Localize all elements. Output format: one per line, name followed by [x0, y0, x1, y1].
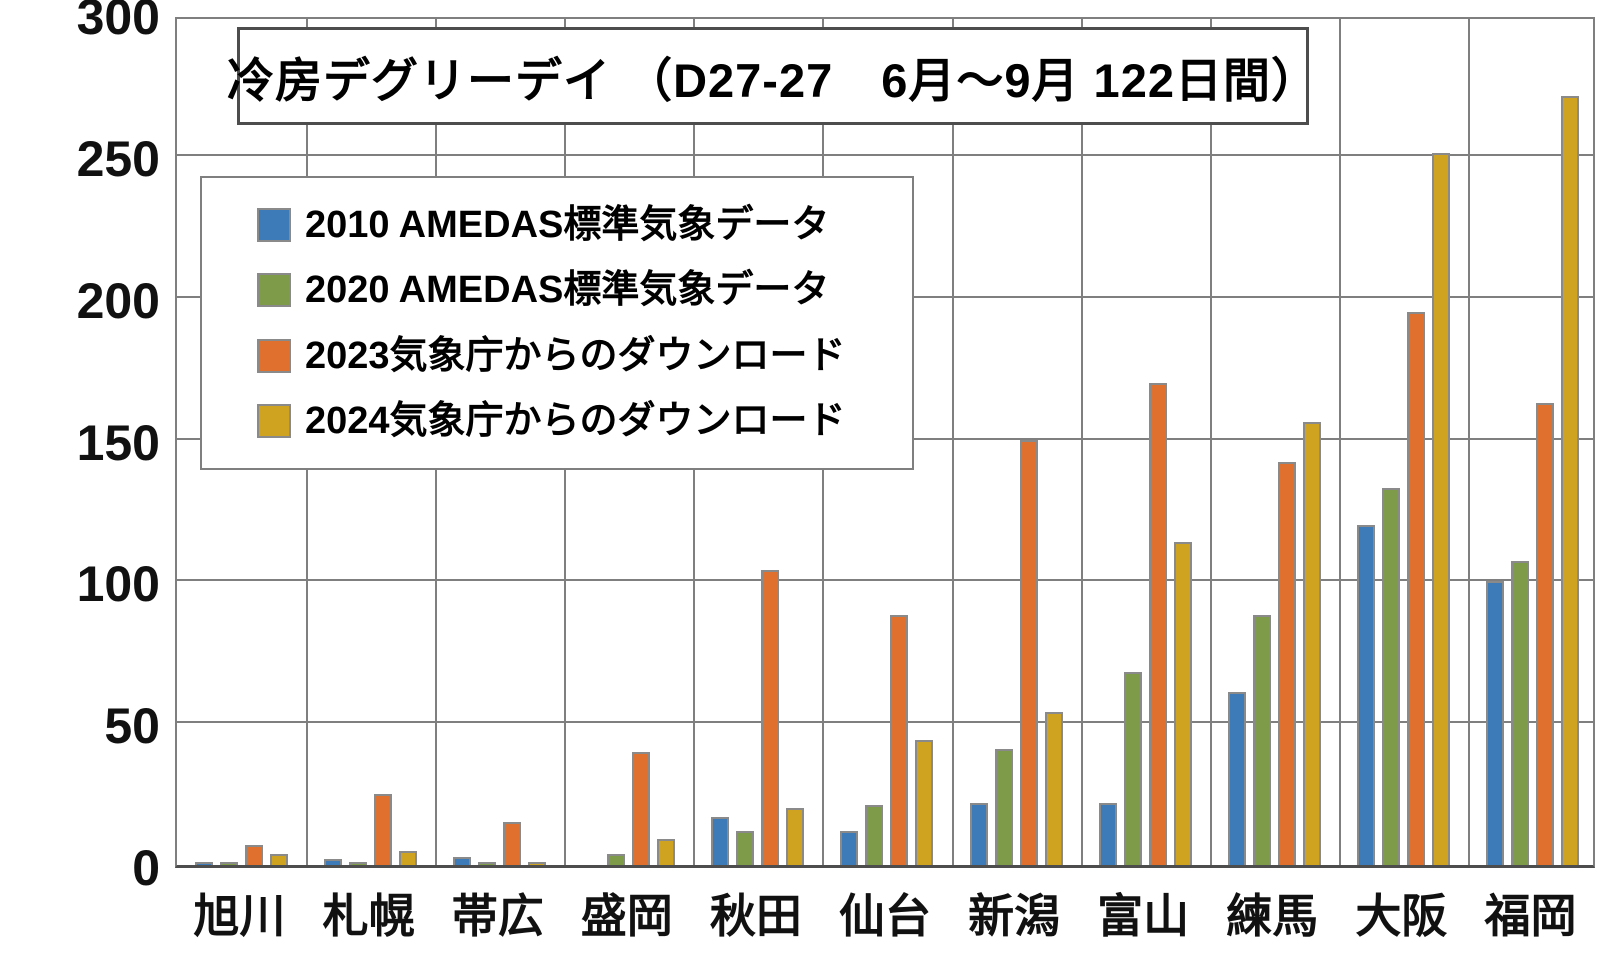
y-tick-label: 50	[104, 698, 160, 755]
bar	[915, 740, 934, 865]
x-tick-label: 大阪	[1355, 890, 1448, 942]
bar	[324, 859, 343, 865]
legend-label: 2024気象庁からのダウンロード	[305, 400, 846, 443]
bar-group-盛岡	[564, 19, 693, 865]
legend-item: 2023気象庁からのダウンロード	[257, 337, 912, 375]
y-tick-label: 0	[132, 840, 160, 896]
bar	[657, 839, 676, 865]
x-tick-label: 帯広	[451, 890, 544, 942]
gridline-v	[1467, 19, 1470, 865]
bar	[374, 794, 393, 865]
gridline-h	[177, 579, 1593, 582]
bar-group-帯広	[435, 19, 564, 865]
bar	[711, 816, 730, 865]
bar	[1277, 462, 1296, 865]
bar-group-大阪	[1339, 19, 1468, 865]
bar-group-福岡	[1468, 19, 1597, 865]
bar	[607, 853, 626, 865]
chart-title: 冷房デグリーデイ （D27-27 6月～9月 122日間）	[227, 53, 1319, 107]
bar	[1535, 402, 1554, 865]
gridline-v	[1209, 19, 1212, 865]
bar	[865, 805, 884, 865]
legend-label: 2023気象庁からのダウンロード	[305, 334, 846, 377]
bar	[503, 822, 522, 865]
bar	[1302, 422, 1321, 865]
gridline-v	[1080, 19, 1083, 865]
bar	[1252, 615, 1271, 865]
x-tick-label: 福岡	[1484, 890, 1577, 942]
bar	[270, 853, 289, 865]
x-tick-label: 新潟	[968, 890, 1061, 942]
y-tick-label: 200	[76, 272, 160, 329]
bar	[761, 570, 780, 865]
bar	[1173, 541, 1192, 865]
bar-group-秋田	[693, 19, 822, 865]
bar-group-旭川	[177, 19, 306, 865]
bar	[1560, 96, 1579, 865]
bar	[890, 615, 909, 865]
bar	[994, 748, 1013, 865]
bar-group-新潟	[952, 19, 1081, 865]
bar	[478, 862, 497, 865]
bar	[1227, 691, 1246, 865]
bar	[786, 808, 805, 865]
gridline-h	[177, 153, 1593, 156]
bar	[220, 862, 239, 865]
gridline-v	[1338, 19, 1341, 865]
y-tick-label: 250	[76, 130, 160, 187]
bar	[528, 862, 547, 865]
legend: 2010 AMEDAS標準気象データ 2020 AMEDAS標準気象データ 2023…	[200, 176, 914, 470]
chart-title-box: 冷房デグリーデイ （D27-27 6月～9月 122日間）	[227, 27, 1318, 125]
x-tick-label: 盛岡	[580, 890, 673, 942]
x-tick-label: 旭川	[193, 890, 286, 942]
legend-label: 2020 AMEDAS標準気象データ	[305, 269, 830, 312]
bar	[1485, 581, 1504, 865]
legend-swatch-icon	[257, 404, 291, 439]
legend-item: 2020 AMEDAS標準気象データ	[257, 271, 912, 309]
x-tick-label: 仙台	[838, 890, 931, 942]
bar	[1381, 487, 1400, 865]
bar	[1356, 524, 1375, 865]
y-tick-label: 100	[76, 556, 160, 613]
x-tick-label: 秋田	[709, 890, 802, 942]
bar	[1431, 153, 1450, 865]
legend-swatch-icon	[257, 273, 291, 308]
gridline-v	[951, 19, 954, 865]
x-tick-label: 練馬	[1226, 890, 1319, 942]
legend-swatch-icon	[257, 207, 291, 242]
bar	[195, 862, 214, 865]
bar	[632, 751, 651, 865]
bar	[399, 850, 418, 865]
gridline-h	[177, 721, 1593, 724]
bar	[245, 845, 264, 865]
bar	[349, 862, 368, 865]
bar	[1406, 311, 1425, 865]
legend-label: 2010 AMEDAS標準気象データ	[305, 203, 830, 246]
bar-group-富山	[1081, 19, 1210, 865]
bar	[736, 830, 755, 865]
legend-item: 2024気象庁からのダウンロード	[257, 402, 912, 440]
bar	[969, 802, 988, 865]
bar	[1044, 711, 1063, 865]
bar	[840, 830, 859, 865]
legend-item: 2010 AMEDAS標準気象データ	[257, 206, 912, 244]
y-tick-label: 300	[76, 0, 160, 45]
bar	[1123, 672, 1142, 865]
bar	[1510, 561, 1529, 865]
bar	[1019, 439, 1038, 865]
y-tick-label: 150	[76, 414, 160, 471]
x-tick-label: 札幌	[322, 890, 415, 942]
bar-group-札幌	[306, 19, 435, 865]
bar	[1148, 382, 1167, 865]
legend-swatch-icon	[257, 338, 291, 373]
x-tick-label: 富山	[1097, 890, 1190, 942]
bar-group-練馬	[1210, 19, 1339, 865]
bar	[1098, 802, 1117, 865]
bar	[453, 856, 472, 865]
bar-group-仙台	[822, 19, 951, 865]
